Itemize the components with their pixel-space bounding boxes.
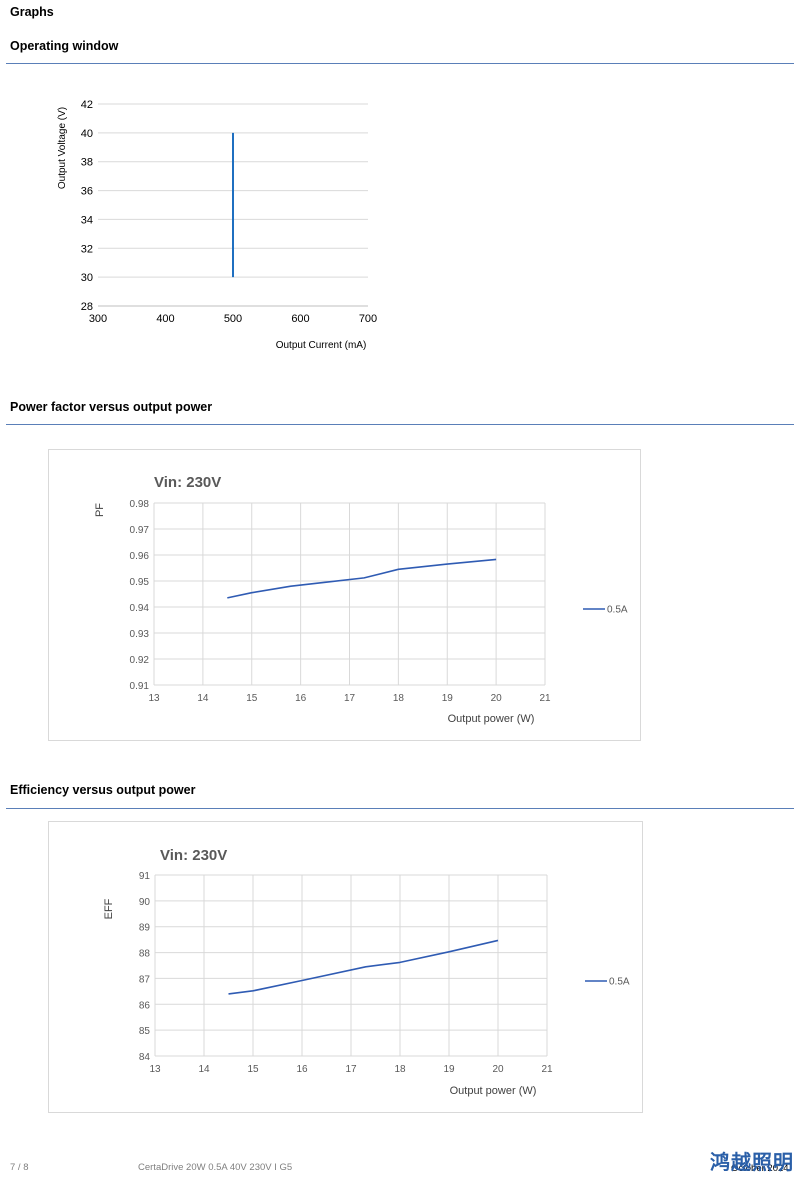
y-tick-label: 36 [81,186,93,198]
y-tick-label: 90 [139,897,151,908]
section-divider [6,63,794,64]
x-tick-label: 19 [442,693,454,704]
y-tick-label: 85 [139,1026,151,1037]
y-tick-label: 0.93 [130,629,150,640]
section-title-efficiency: Efficiency versus output power [10,783,196,797]
x-tick-label: 20 [492,1064,504,1075]
y-tick-label: 28 [81,301,93,313]
x-tick-label: 500 [224,313,242,325]
document-date: October 2024 [731,1163,789,1174]
x-tick-label: 19 [443,1064,455,1075]
y-tick-label: 84 [139,1052,151,1063]
x-tick-label: 17 [345,1064,357,1075]
x-tick-label: 14 [198,1064,210,1075]
eff-chart-frame [48,821,643,1113]
series-line [227,558,497,599]
chart-title: Vin: 230V [154,474,221,491]
x-axis-label: Output power (W) [448,713,535,725]
x-tick-label: 16 [295,693,307,704]
y-tick-label: 40 [81,128,93,140]
section-title-power-factor: Power factor versus output power [10,400,213,414]
series-line [228,939,499,995]
y-tick-label: 0.96 [130,551,150,562]
x-tick-label: 14 [197,693,209,704]
y-tick-label: 91 [139,871,151,882]
x-tick-label: 15 [246,693,258,704]
x-tick-label: 400 [156,313,174,325]
x-tick-label: 20 [491,693,503,704]
y-tick-label: 38 [81,157,93,169]
x-tick-label: 17 [344,693,356,704]
y-tick-label: 0.91 [130,681,150,692]
y-tick-label: 0.97 [130,525,150,536]
chart-title: Vin: 230V [160,847,227,864]
y-tick-label: 0.95 [130,577,150,588]
page-number: 7 / 8 [10,1162,29,1173]
pf-chart-frame [48,449,641,741]
x-tick-label: 13 [149,1064,161,1075]
section-divider [6,808,794,809]
x-tick-label: 18 [394,1064,406,1075]
y-tick-label: 0.94 [130,603,150,614]
x-tick-label: 700 [359,313,377,325]
y-tick-label: 0.92 [130,655,150,666]
legend-label: 0.5A [607,605,628,616]
y-tick-label: 88 [139,949,151,960]
x-axis-label: Output Current (mA) [276,340,367,351]
y-tick-label: 30 [81,272,93,284]
section-divider [6,424,794,425]
x-axis-label: Output power (W) [450,1085,537,1097]
x-tick-label: 600 [291,313,309,325]
product-name: CertaDrive 20W 0.5A 40V 230V I G5 [138,1162,293,1173]
section-title-operating-window: Operating window [10,39,119,53]
x-tick-label: 13 [148,693,160,704]
y-tick-label: 87 [139,974,151,985]
watermark-logo: 鸿越照明 [710,1150,794,1174]
page-heading: Graphs [10,5,54,19]
x-tick-label: 21 [541,1064,553,1075]
y-tick-label: 86 [139,1000,151,1011]
x-tick-label: 21 [539,693,551,704]
x-tick-label: 300 [89,313,107,325]
x-tick-label: 18 [393,693,405,704]
y-tick-label: 0.98 [130,499,150,510]
y-tick-label: 34 [81,214,93,226]
x-tick-label: 15 [247,1064,259,1075]
y-axis-label: EFF [103,898,115,919]
y-tick-label: 32 [81,243,93,255]
y-tick-label: 42 [81,99,93,111]
y-axis-label: Output Voltage (V) [57,107,68,189]
legend-label: 0.5A [609,977,630,988]
y-tick-label: 89 [139,923,151,934]
x-tick-label: 16 [296,1064,308,1075]
y-axis-label: PF [94,503,106,517]
